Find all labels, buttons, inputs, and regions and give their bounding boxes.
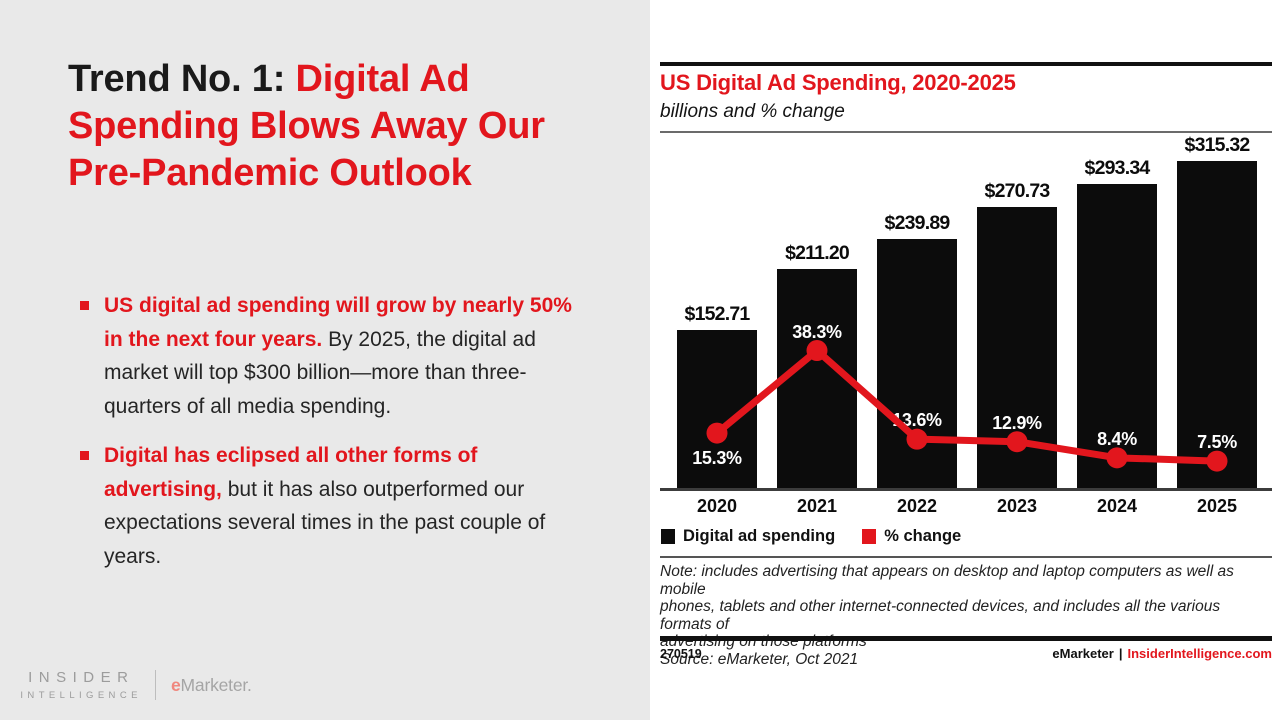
insider-intelligence-wordmark: INSIDER INTELLIGENCE bbox=[16, 669, 140, 701]
footer-emarketer: eMarketer bbox=[1052, 646, 1114, 661]
footer-insiderintelligence-link: InsiderIntelligence.com bbox=[1127, 646, 1273, 661]
bullet-rest: By 2025, the digital ad market will top … bbox=[104, 327, 536, 418]
intelligence-text: INTELLIGENCE bbox=[20, 690, 142, 701]
note-line: Source: eMarketer, Oct 2021 bbox=[660, 650, 859, 668]
chart-bottom-rule bbox=[660, 636, 1272, 641]
bar-2025 bbox=[1177, 160, 1257, 488]
bullet-square-icon bbox=[80, 301, 89, 310]
chart-legend: Digital ad spending % change bbox=[661, 527, 961, 546]
bar-value-label: $239.89 bbox=[884, 212, 951, 235]
pct-change-label: 7.5% bbox=[1197, 432, 1237, 453]
chart-plot: $152.71 15.3% 2020 $211.20 38.3% 2021 $239.89 1… bbox=[660, 134, 1272, 516]
left-panel: Trend No. 1: Digital Ad Spending Blows A… bbox=[0, 0, 650, 720]
legend-swatch-bars bbox=[661, 529, 675, 544]
chart-top-rule bbox=[660, 62, 1272, 66]
x-axis-label: 2021 bbox=[796, 496, 838, 516]
bullet-list: US digital ad spending will grow by near… bbox=[80, 289, 580, 589]
bar-value-label: $152.71 bbox=[684, 302, 751, 325]
trend-point bbox=[1106, 447, 1128, 469]
x-axis-label: 2025 bbox=[1196, 496, 1238, 516]
emarketer-e: e bbox=[171, 674, 181, 695]
bar-value-label: $270.73 bbox=[984, 180, 1051, 203]
pct-change-trend-line bbox=[706, 340, 1228, 472]
legend-label-line: % change bbox=[884, 527, 962, 545]
trend-point bbox=[806, 340, 828, 362]
insider-intelligence-emarketer-logo: INSIDER INTELLIGENCE eMarketer. bbox=[16, 669, 252, 701]
bar-value-label: $293.34 bbox=[1084, 156, 1151, 179]
bullet-square-icon bbox=[80, 451, 89, 460]
chart-title: US Digital Ad Spending, 2020-2025 bbox=[660, 70, 1016, 95]
trend-point bbox=[1206, 450, 1228, 472]
x-axis-label: 2024 bbox=[1096, 496, 1138, 516]
x-axis-label: 2020 bbox=[696, 496, 738, 516]
logo-divider bbox=[155, 670, 156, 700]
legend-item-line: % change bbox=[862, 527, 961, 546]
slide-title-red: Digital Ad Spending Blows Away Our Pre-P… bbox=[68, 58, 545, 194]
note-line: Note: includes advertising that appears … bbox=[660, 563, 1234, 598]
chart-footer-brand: eMarketer | InsiderIntelligence.com bbox=[1052, 646, 1272, 661]
chart-note: Note: includes advertising that appears … bbox=[660, 563, 1272, 668]
x-axis-label: 2022 bbox=[896, 496, 938, 516]
chart-subtitle: billions and % change bbox=[660, 101, 845, 122]
insider-text: INSIDER bbox=[28, 669, 135, 686]
pct-change-label: 8.4% bbox=[1097, 428, 1137, 449]
bullet-lead: US digital ad spending will grow by near… bbox=[104, 294, 572, 351]
bar-value-label: $315.32 bbox=[1184, 133, 1251, 156]
chart-panel: US Digital Ad Spending, 2020-2025 billio… bbox=[650, 0, 1280, 720]
footer-separator: | bbox=[1118, 646, 1123, 661]
trend-point bbox=[706, 422, 728, 444]
bullet-item: US digital ad spending will grow by near… bbox=[80, 289, 580, 423]
bullet-rest: but it has also outperformed our expecta… bbox=[104, 477, 546, 568]
x-axis-label: 2023 bbox=[996, 496, 1038, 516]
trend-point bbox=[1006, 431, 1028, 453]
trend-point bbox=[906, 428, 928, 450]
pct-change-label: 38.3% bbox=[792, 321, 842, 342]
bar-2024 bbox=[1077, 183, 1157, 488]
legend-rule bbox=[660, 556, 1272, 558]
pct-change-label: 15.3% bbox=[692, 448, 742, 469]
chart-header-rule bbox=[660, 131, 1272, 133]
emarketer-wordmark: eMarketer. bbox=[171, 675, 252, 696]
legend-item-bars: Digital ad spending bbox=[661, 527, 835, 546]
bullet-item: Digital has eclipsed all other forms of … bbox=[80, 439, 580, 573]
pct-change-label: 12.9% bbox=[992, 412, 1042, 433]
slide-title-black: Trend No. 1: bbox=[68, 58, 296, 100]
x-axis-line bbox=[660, 488, 1272, 491]
note-line: phones, tablets and other internet-conne… bbox=[660, 598, 1221, 633]
slide-title: Trend No. 1: Digital Ad Spending Blows A… bbox=[68, 56, 546, 197]
chart-id-code: 270519 bbox=[660, 647, 702, 661]
legend-label-bars: Digital ad spending bbox=[683, 527, 836, 545]
bar-value-label: $211.20 bbox=[785, 241, 850, 264]
legend-swatch-line bbox=[862, 529, 877, 544]
bullet-lead: Digital has eclipsed all other forms of … bbox=[104, 444, 478, 501]
emarketer-rest: Marketer. bbox=[180, 674, 252, 695]
